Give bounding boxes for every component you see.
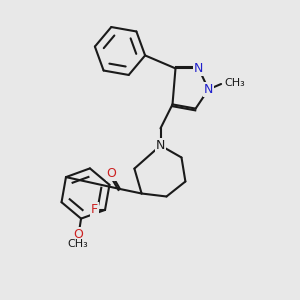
Text: N: N: [204, 83, 213, 96]
Text: O: O: [73, 228, 83, 241]
Text: N: N: [156, 139, 165, 152]
Text: CH₃: CH₃: [68, 239, 88, 249]
Text: F: F: [91, 203, 98, 216]
Text: N: N: [156, 139, 165, 152]
Text: N: N: [194, 62, 203, 75]
Text: O: O: [107, 167, 116, 180]
Text: CH₃: CH₃: [225, 78, 245, 88]
